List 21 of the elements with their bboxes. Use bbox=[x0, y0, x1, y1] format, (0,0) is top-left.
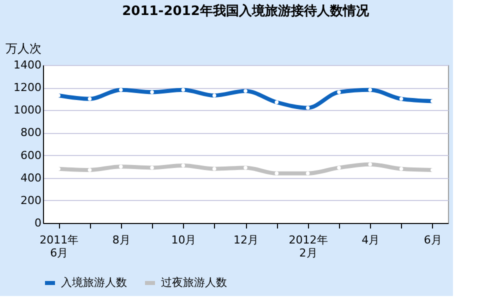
legend-label: 入境旅游人数 bbox=[61, 276, 127, 289]
x-tick-label: 10月 bbox=[171, 234, 196, 246]
line-series bbox=[56, 88, 434, 110]
x-tick-label: 4月 bbox=[362, 234, 380, 246]
x-tick-label: 8月 bbox=[112, 234, 130, 246]
y-tick-label: 1000 bbox=[14, 104, 42, 117]
y-axis-title: 万人次 bbox=[6, 42, 42, 56]
x-tick-label: 6月 bbox=[424, 234, 442, 246]
y-tick-label: 1200 bbox=[14, 81, 42, 94]
x-tick-label: 2012年 2月 bbox=[288, 234, 328, 260]
y-tick-label: 400 bbox=[20, 171, 42, 184]
y-tick-label: 0 bbox=[34, 216, 42, 230]
y-tick-label: 600 bbox=[20, 148, 42, 162]
y-tick-label: 800 bbox=[20, 126, 42, 140]
x-tick-label: 12月 bbox=[234, 234, 258, 246]
legend-label: 过夜旅游人数 bbox=[161, 276, 227, 289]
chart-title: 2011-2012年我国入境旅游接待人数情况 bbox=[122, 3, 370, 19]
x-tick-label: 2011年 6月 bbox=[40, 234, 79, 260]
line-series bbox=[56, 162, 434, 176]
y-tick-label: 200 bbox=[20, 194, 42, 207]
y-tick-label: 1400 bbox=[14, 58, 42, 72]
